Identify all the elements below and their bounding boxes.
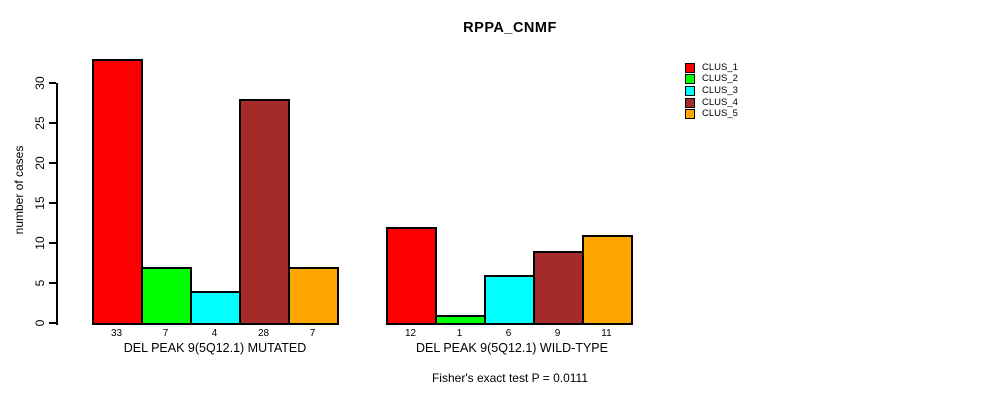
y-tick-label: 0 xyxy=(33,319,47,327)
bar-clus_2-group1 xyxy=(435,315,486,325)
legend-label: CLUS_5 xyxy=(702,108,738,120)
y-axis xyxy=(56,83,58,325)
legend-item: CLUS_5 xyxy=(685,108,738,120)
bar-value-label: 6 xyxy=(505,328,512,339)
bar-value-label: 28 xyxy=(257,328,270,339)
y-tick-label: 5 xyxy=(33,279,47,287)
bar-clus_3-group1 xyxy=(484,275,535,325)
bar-value-label: 11 xyxy=(601,328,612,339)
y-tick xyxy=(49,242,56,244)
bar-value-label: 7 xyxy=(162,328,169,339)
bar-value-label: 33 xyxy=(110,328,123,339)
bar-clus_4-group0 xyxy=(239,99,290,325)
y-tick xyxy=(49,162,56,164)
fisher-test-footnote: Fisher's exact test P = 0.0111 xyxy=(431,371,589,385)
bar-clus_1-group1 xyxy=(386,227,437,325)
y-tick xyxy=(49,82,56,84)
legend-item: CLUS_2 xyxy=(685,74,738,86)
x-group-label-wildtype: DEL PEAK 9(5Q12.1) WILD-TYPE xyxy=(416,341,608,355)
bar-clus_5-group0 xyxy=(288,267,339,325)
y-tick-label: 15 xyxy=(33,196,47,210)
bar-value-label: 9 xyxy=(554,328,561,339)
bar-clus_4-group1 xyxy=(533,251,584,325)
y-tick xyxy=(49,122,56,124)
legend-swatch-clus_4 xyxy=(685,97,695,108)
legend-swatch-clus_2 xyxy=(685,74,695,85)
legend-label: CLUS_2 xyxy=(702,73,738,85)
bar-value-label: 12 xyxy=(404,328,417,339)
y-tick-label: 25 xyxy=(33,116,47,130)
bar-clus_5-group1 xyxy=(582,235,633,325)
bar-clus_2-group0 xyxy=(141,267,192,325)
legend-swatch-clus_1 xyxy=(685,62,695,73)
legend-label: CLUS_4 xyxy=(702,96,738,108)
bar-value-label: 1 xyxy=(456,328,463,339)
y-tick xyxy=(49,322,56,324)
legend-swatch-clus_3 xyxy=(685,85,695,96)
bar-value-label: 7 xyxy=(309,328,316,339)
y-tick-label: 30 xyxy=(33,76,47,90)
legend-item: CLUS_1 xyxy=(685,62,738,74)
y-tick xyxy=(49,202,56,204)
bar-clus_3-group0 xyxy=(190,291,241,325)
legend-item: CLUS_4 xyxy=(685,97,738,109)
x-group-label-mutated: DEL PEAK 9(5Q12.1) MUTATED xyxy=(123,341,307,355)
chart-title: RPPA_CNMF xyxy=(463,20,557,36)
bar-value-label: 4 xyxy=(211,328,218,339)
legend-label: CLUS_1 xyxy=(702,61,738,73)
y-axis-label: number of cases xyxy=(12,145,26,235)
y-tick xyxy=(49,282,56,284)
bar-clus_1-group0 xyxy=(92,59,143,325)
legend: CLUS_1 CLUS_2 CLUS_3 CLUS_4 CLUS_5 xyxy=(685,62,738,120)
y-tick-label: 10 xyxy=(33,236,47,250)
legend-swatch-clus_5 xyxy=(685,109,695,120)
legend-item: CLUS_3 xyxy=(685,85,738,97)
legend-label: CLUS_3 xyxy=(702,84,738,96)
y-tick-label: 20 xyxy=(33,156,47,170)
